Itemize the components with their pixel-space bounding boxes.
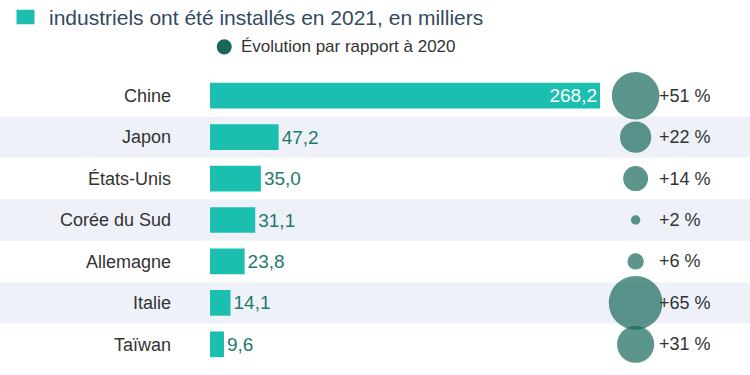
svg-text:31,1: 31,1	[258, 210, 295, 231]
svg-text:+51 %: +51 %	[659, 86, 711, 106]
svg-text:+22 %: +22 %	[659, 127, 711, 147]
svg-text:9,6: 9,6	[227, 334, 253, 355]
svg-text:268,2: 268,2	[549, 85, 597, 106]
svg-text:États-Unis: États-Unis	[88, 169, 171, 189]
svg-text:47,2: 47,2	[282, 127, 319, 148]
svg-text:Allemagne: Allemagne	[86, 252, 171, 272]
svg-text:Japon: Japon	[122, 127, 171, 147]
svg-text:+31 %: +31 %	[659, 334, 711, 354]
svg-text:Taïwan: Taïwan	[114, 335, 171, 355]
svg-text:Corée du Sud: Corée du Sud	[60, 210, 171, 230]
svg-text:+14 %: +14 %	[659, 169, 711, 189]
svg-text:Italie: Italie	[133, 293, 171, 313]
svg-text:23,8: 23,8	[248, 251, 285, 272]
svg-text:Évolution par rapport à 2020: Évolution par rapport à 2020	[241, 37, 456, 56]
svg-text:14,1: 14,1	[234, 292, 271, 313]
svg-text:35,0: 35,0	[264, 168, 301, 189]
svg-text:+2 %: +2 %	[659, 210, 701, 230]
svg-text:industriels ont été installés: industriels ont été installés en 2021, e…	[49, 6, 483, 29]
svg-text:+65 %: +65 %	[659, 293, 711, 313]
svg-text:+6 %: +6 %	[659, 251, 701, 271]
svg-text:Chine: Chine	[124, 86, 171, 106]
